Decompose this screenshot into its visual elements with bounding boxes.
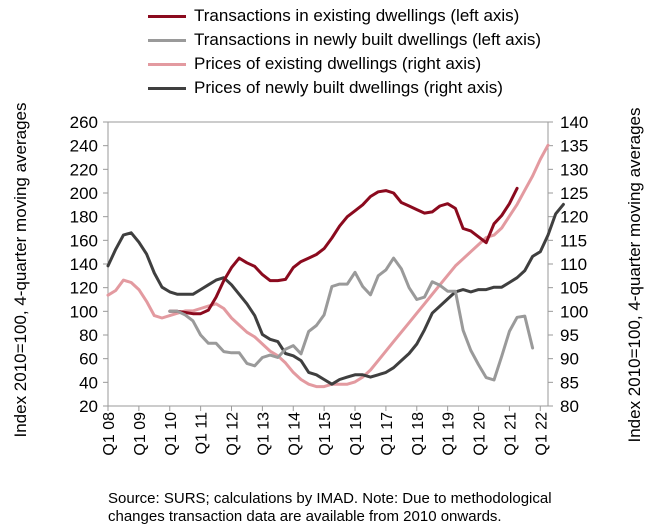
x-tick-label: Q1 21 [502,412,519,456]
source-note-line: Source: SURS; calculations by IMAD. Note… [108,490,552,507]
axes [103,121,553,411]
y-tick-label-right: 110 [560,255,587,274]
y-tick-label-left: 140 [70,255,98,274]
legend-item: Transactions in existing dwellings (left… [148,4,541,28]
x-tick-label: Q1 12 [225,412,242,456]
y-tick-label-left: 40 [79,373,98,392]
legend-swatch [148,62,186,66]
legend-item: Transactions in newly built dwellings (l… [148,28,541,52]
x-tick-label: Q1 14 [286,412,303,456]
x-tick-label: Q1 10 [163,412,180,456]
x-tick-label: Q1 11 [194,412,211,455]
chart: 20 40 60 80 100 120 140 160 180 200 220 240 260 80 85 9… [11,102,644,456]
y-tick-label-left: 20 [79,397,98,416]
y-tick-label-right: 80 [560,397,579,416]
x-tick-label: Q1 13 [255,412,272,456]
y-tick-label-right: 140 [560,113,588,132]
series-line [106,202,565,386]
tick-labels: 20 40 60 80 100 120 140 160 180 200 220 240 260 80 85 9… [70,113,589,456]
legend-label: Transactions in newly built dwellings (l… [194,30,542,49]
y-tick-label-left: 80 [79,326,98,345]
legend-label: Transactions in existing dwellings (left… [194,6,520,25]
legend-item: Prices of newly built dwellings (right a… [148,76,541,100]
legend-item: Prices of existing dwellings (right axis… [148,52,541,76]
y-tick-label-right: 90 [560,350,579,369]
legend: Transactions in existing dwellings (left… [148,4,541,100]
y-tick-label-right: 105 [560,279,588,298]
series-lines [106,143,565,389]
y-tick-label-right: 115 [560,231,587,250]
y-tick-label-right: 130 [560,160,588,179]
series-line [168,256,535,382]
x-tick-label: Q1 20 [472,412,489,456]
y-tick-label-right: 85 [560,373,579,392]
y-tick-label-left: 220 [70,160,98,179]
y-tick-label-left: 60 [79,350,98,369]
legend-swatch [148,38,186,42]
series-line [106,143,550,389]
y-tick-label-right: 125 [560,184,588,203]
legend-label: Prices of existing dwellings (right axis… [194,54,482,73]
x-tick-label: Q1 17 [379,412,396,456]
y-tick-label-right: 120 [560,208,588,227]
y-tick-label-left: 120 [70,279,98,298]
source-note: Source: SURS; calculations by IMAD. Note… [108,490,648,526]
y-axis-label-left: Index 2010=100, 4-quarter moving average… [11,102,30,437]
x-tick-label: Q1 16 [348,412,365,456]
y-tick-label-left: 260 [70,113,98,132]
y-tick-label-right: 135 [560,137,588,156]
x-tick-label: Q1 18 [410,412,427,456]
y-tick-label-right: 100 [560,302,588,321]
y-tick-label-left: 200 [70,184,98,203]
y-tick-label-left: 160 [70,231,98,250]
y-axis-label-right: Index 2010=100, 4-quarter moving average… [625,107,644,442]
x-tick-label: Q1 09 [132,412,149,456]
y-tick-label-right: 95 [560,326,579,345]
x-tick-label: Q1 08 [101,412,118,456]
plot-frame [107,121,549,407]
x-tick-label: Q1 15 [317,412,334,456]
legend-swatch [148,14,186,18]
legend-label: Prices of newly built dwellings (right a… [194,78,503,97]
x-tick-label: Q1 22 [533,412,550,456]
x-tick-label: Q1 19 [441,412,458,456]
series-line [168,186,519,316]
y-tick-label-left: 240 [70,137,98,156]
legend-swatch [148,86,186,90]
y-tick-label-left: 100 [70,302,98,321]
y-tick-label-left: 180 [70,208,98,227]
source-note-line: changes transaction data are available f… [108,508,502,525]
